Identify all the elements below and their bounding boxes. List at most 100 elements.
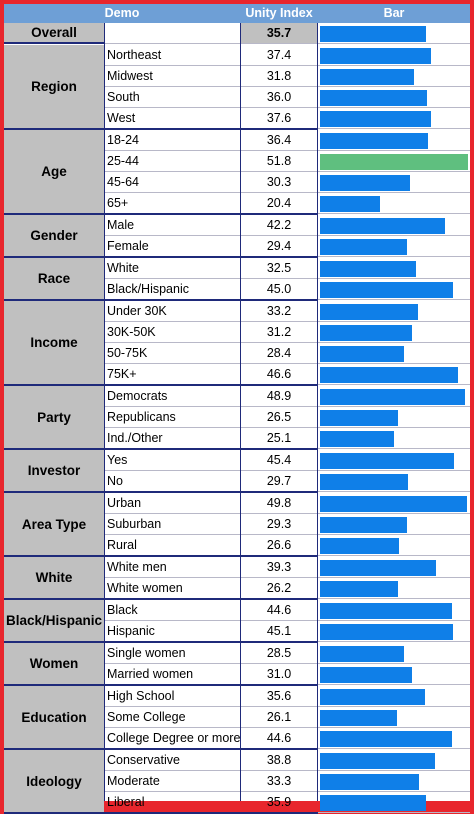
bar-cell bbox=[318, 600, 470, 621]
row-value: 28.4 bbox=[241, 343, 317, 364]
row-value: 31.2 bbox=[241, 322, 317, 343]
bar bbox=[320, 218, 445, 234]
bar bbox=[320, 646, 404, 662]
bar bbox=[320, 282, 453, 298]
column-divider bbox=[240, 23, 241, 801]
group-label: Region bbox=[4, 45, 104, 130]
group-label: Ideology bbox=[4, 750, 104, 814]
row-value: 26.6 bbox=[241, 535, 317, 556]
row-label: Male bbox=[105, 215, 240, 236]
row-label: Hispanic bbox=[105, 621, 240, 642]
row-label: Urban bbox=[105, 493, 240, 514]
bar bbox=[320, 196, 380, 212]
row-value: 26.1 bbox=[241, 707, 317, 728]
bar-cell bbox=[318, 151, 470, 172]
bar bbox=[320, 774, 419, 790]
bar bbox=[320, 453, 454, 469]
row-value: 46.6 bbox=[241, 364, 317, 385]
row-value: 39.3 bbox=[241, 557, 317, 578]
group-separator bbox=[104, 213, 318, 215]
row-value: 44.6 bbox=[241, 600, 317, 621]
bar-cell bbox=[318, 386, 470, 407]
bar-cell bbox=[318, 279, 470, 300]
row-value: 38.8 bbox=[241, 750, 317, 771]
bar bbox=[320, 26, 426, 42]
group-label: Education bbox=[4, 686, 104, 750]
group-label: Race bbox=[4, 258, 104, 301]
bar-cell bbox=[318, 728, 470, 749]
bar-cell bbox=[318, 578, 470, 599]
bar bbox=[320, 261, 416, 277]
group-label: Age bbox=[4, 130, 104, 215]
row-label: White men bbox=[105, 557, 240, 578]
group-separator bbox=[104, 384, 318, 386]
row-label: Democrats bbox=[105, 386, 240, 407]
bar bbox=[320, 154, 468, 170]
bar-cell bbox=[318, 130, 470, 151]
bar-cell bbox=[318, 664, 470, 685]
bar-cell bbox=[318, 750, 470, 771]
group-label: Women bbox=[4, 643, 104, 686]
row-label: West bbox=[105, 108, 240, 129]
row-value: 37.4 bbox=[241, 45, 317, 66]
row-value: 51.8 bbox=[241, 151, 317, 172]
row-label: Yes bbox=[105, 450, 240, 471]
row-label: Republicans bbox=[105, 407, 240, 428]
header-bar: Bar bbox=[383, 6, 405, 20]
row-value: 35.6 bbox=[241, 686, 317, 707]
row-label: Rural bbox=[105, 535, 240, 556]
bar bbox=[320, 410, 398, 426]
row-value: 33.3 bbox=[241, 771, 317, 792]
bar-cell bbox=[318, 643, 470, 664]
row-label: 45-64 bbox=[105, 172, 240, 193]
row-label: Under 30K bbox=[105, 301, 240, 322]
row-value: 42.2 bbox=[241, 215, 317, 236]
row-label: White women bbox=[105, 578, 240, 599]
row-label: Black bbox=[105, 600, 240, 621]
row-label: 50-75K bbox=[105, 343, 240, 364]
bar-cell bbox=[318, 108, 470, 129]
bar-cell bbox=[318, 258, 470, 279]
bar bbox=[320, 367, 458, 383]
bar bbox=[320, 239, 407, 255]
bar-cell bbox=[318, 364, 470, 385]
row-value: 31.0 bbox=[241, 664, 317, 685]
bar bbox=[320, 624, 453, 640]
bar bbox=[320, 111, 431, 127]
overall-blank-cell bbox=[105, 23, 240, 44]
bar bbox=[320, 795, 426, 811]
row-value: 45.1 bbox=[241, 621, 317, 642]
bar-cell bbox=[318, 407, 470, 428]
row-label: Female bbox=[105, 236, 240, 257]
bar-cell bbox=[318, 471, 470, 492]
bar bbox=[320, 346, 404, 362]
overall-value: 35.7 bbox=[241, 23, 317, 44]
header-demo: Demo bbox=[104, 6, 140, 20]
row-value: 30.3 bbox=[241, 172, 317, 193]
bar bbox=[320, 325, 412, 341]
row-label: 30K-50K bbox=[105, 322, 240, 343]
bar-cell bbox=[318, 771, 470, 792]
bar-cell bbox=[318, 535, 470, 556]
row-value: 29.7 bbox=[241, 471, 317, 492]
unity-index-table: Demo Unity Index Bar Overall 35.7 Region No… bbox=[4, 4, 470, 814]
bar-cell bbox=[318, 172, 470, 193]
row-label: Single women bbox=[105, 643, 240, 664]
bar-cell bbox=[318, 557, 470, 578]
bar-cell bbox=[318, 322, 470, 343]
column-divider bbox=[317, 23, 318, 801]
bar bbox=[320, 517, 407, 533]
row-label: South bbox=[105, 87, 240, 108]
bar-cell bbox=[318, 236, 470, 257]
bar bbox=[320, 474, 408, 490]
bar-cell bbox=[318, 343, 470, 364]
group-separator bbox=[104, 256, 318, 258]
group-label: White bbox=[4, 557, 104, 600]
row-value: 48.9 bbox=[241, 386, 317, 407]
bar-cell bbox=[318, 66, 470, 87]
bar bbox=[320, 90, 427, 106]
row-value: 26.5 bbox=[241, 407, 317, 428]
group-separator bbox=[104, 555, 318, 557]
row-label: 75K+ bbox=[105, 364, 240, 385]
bar bbox=[320, 731, 452, 747]
